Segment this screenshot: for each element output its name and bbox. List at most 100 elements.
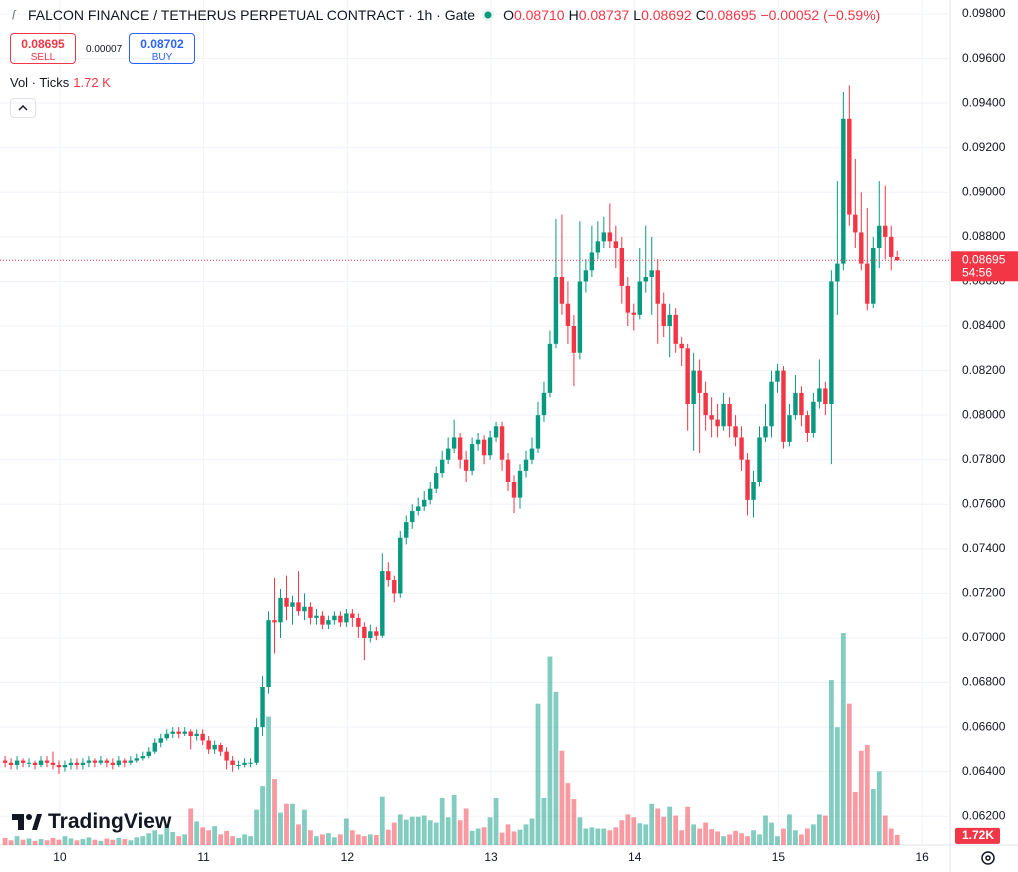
- volume-bar: [457, 820, 463, 845]
- x-tick-label: 13: [484, 850, 498, 864]
- settings-icon[interactable]: [981, 851, 995, 865]
- candle-body: [859, 232, 864, 264]
- volume-bar: [511, 831, 517, 845]
- volume-bar: [254, 809, 259, 845]
- volume-bar: [601, 828, 607, 845]
- candle-body: [481, 439, 487, 456]
- volume-bar: [140, 836, 146, 845]
- candle-body: [613, 241, 619, 249]
- volume-bar: [68, 838, 74, 845]
- candle-body: [565, 303, 571, 327]
- volume-bar: [799, 834, 804, 845]
- volume-bar: [122, 839, 128, 845]
- volume-bar: [194, 821, 200, 845]
- volume-bar: [212, 826, 218, 845]
- candle-body: [775, 370, 780, 382]
- candle-body: [499, 426, 505, 460]
- candle-body: [410, 510, 415, 523]
- volume-bar: [134, 837, 140, 845]
- volume-bar: [697, 828, 703, 845]
- candle-body: [230, 760, 235, 766]
- candle-body: [368, 631, 373, 638]
- volume-bar: [164, 824, 170, 845]
- volume-bar: [745, 836, 750, 845]
- candle-body: [284, 597, 289, 607]
- volume-value: 1.72 K: [73, 75, 111, 90]
- volume-bar: [643, 824, 649, 845]
- volume-bar: [523, 824, 529, 845]
- buy-button[interactable]: 0.08702 BUY: [129, 33, 195, 64]
- volume-bar: [487, 817, 493, 845]
- volume-bar: [673, 815, 679, 845]
- candle-body: [338, 615, 343, 623]
- candle-body: [715, 419, 720, 427]
- volume-bar: [128, 840, 134, 845]
- volume-bar: [751, 830, 756, 845]
- y-tick-label: 0.09000: [962, 184, 1006, 198]
- candle-body: [439, 459, 445, 474]
- x-tick-label: 15: [772, 850, 786, 864]
- volume-bar: [733, 830, 738, 845]
- candle-body: [457, 437, 463, 460]
- change: −0.00052 (−0.59%): [760, 7, 881, 23]
- candle-body: [871, 248, 876, 304]
- volume-bar: [775, 836, 780, 845]
- ohlc-legend: O0.08710 H0.08737 L0.08692 C0.08695: [499, 7, 756, 23]
- volume-bar: [535, 703, 541, 845]
- candle-body: [224, 751, 229, 761]
- x-tick-label: 14: [628, 850, 642, 864]
- y-tick-label: 0.06800: [962, 675, 1006, 689]
- volume-bar: [391, 822, 397, 845]
- candle-body: [122, 760, 128, 763]
- status-dot: [482, 9, 495, 21]
- volume-bar: [559, 750, 565, 845]
- candle-body: [392, 580, 397, 594]
- candle-body: [266, 620, 271, 688]
- volume-bar: [870, 789, 876, 845]
- volume-bar: [236, 837, 241, 845]
- volume-bar: [685, 806, 691, 845]
- candle-body: [206, 740, 211, 750]
- candle-body: [583, 270, 589, 282]
- volume-bar: [44, 840, 50, 845]
- candle-body: [362, 626, 367, 638]
- candle-body: [817, 388, 822, 402]
- candle-body: [398, 537, 403, 594]
- volume-bar: [98, 840, 104, 845]
- candle-body: [421, 499, 427, 507]
- volume-bar: [320, 834, 325, 845]
- candle-body: [92, 760, 98, 763]
- volume-bar: [170, 832, 176, 845]
- candle-body: [547, 343, 553, 393]
- volume-bar: [613, 827, 619, 845]
- volume-bar: [709, 829, 715, 845]
- volume-bar: [858, 750, 864, 845]
- svg-text:ſ: ſ: [12, 8, 17, 22]
- candle-body: [404, 522, 409, 538]
- ohlc-value: 0.08737: [578, 7, 630, 23]
- candle-body: [80, 762, 86, 766]
- candle-body: [841, 118, 846, 264]
- volume-bar: [326, 833, 331, 845]
- volume-bar: [679, 830, 685, 845]
- ohlc-value: 0.08692: [641, 7, 692, 23]
- collapse-button[interactable]: [10, 98, 36, 118]
- volume-bar: [840, 633, 846, 845]
- buy-label: BUY: [151, 52, 173, 63]
- volume-bar: [846, 703, 852, 845]
- volume-bar: [158, 834, 164, 845]
- candle-body: [380, 571, 385, 636]
- gear-hub: [985, 855, 991, 861]
- candle-body: [104, 760, 110, 763]
- sell-price: 0.08695: [21, 37, 65, 51]
- candle-body: [56, 765, 62, 768]
- volume-label: Vol · Ticks: [10, 75, 70, 90]
- volume-bar: [296, 824, 301, 845]
- volume-bar: [332, 837, 337, 845]
- volume-legend: Vol · Ticks 1.72 K: [10, 75, 111, 90]
- volume-bar: [242, 834, 247, 845]
- volume-bar: [62, 836, 68, 845]
- sell-button[interactable]: 0.08695 SELL: [10, 33, 76, 64]
- volume-bar: [888, 828, 894, 845]
